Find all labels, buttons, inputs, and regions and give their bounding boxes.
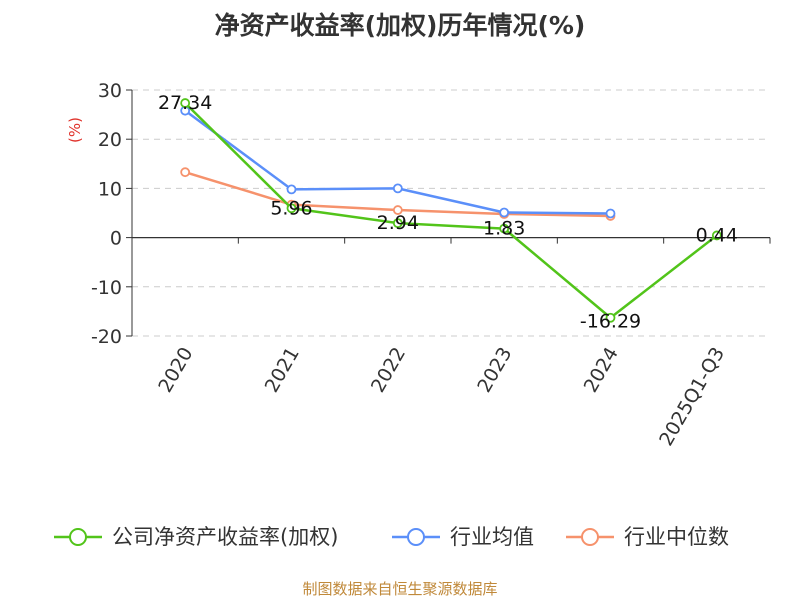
data-point — [711, 230, 722, 241]
series-line — [184, 109, 611, 215]
y-tick-label: 10 — [98, 178, 122, 200]
y-tick-label: 30 — [98, 80, 122, 102]
data-point — [392, 218, 403, 229]
series-lines — [180, 98, 722, 323]
data-label: 1.83 — [483, 218, 525, 240]
legend-marker — [69, 528, 87, 546]
data-point — [605, 208, 616, 219]
data-point — [499, 207, 510, 218]
y-tick-label: 20 — [98, 129, 122, 151]
y-tick-label: -10 — [91, 277, 122, 299]
data-label: 5.96 — [270, 197, 312, 219]
data-point — [605, 312, 616, 323]
data-label: -16.29 — [580, 311, 641, 333]
legend-label: 公司净资产收益率(加权) — [112, 525, 338, 549]
data-point — [392, 183, 403, 194]
data-labels: 27.34 5.96 2.94 1.83 -16.29 0.44 — [158, 92, 738, 333]
y-axis-unit-label: (%) — [66, 117, 84, 143]
x-tick-label: 2021 — [261, 344, 304, 397]
data-source-note: 制图数据来自恒生聚源数据库 — [302, 580, 498, 598]
legend-label: 行业均值 — [450, 525, 534, 549]
x-tick-label: 2024 — [580, 344, 623, 397]
legend-marker — [407, 528, 425, 546]
data-point — [499, 223, 510, 234]
data-label: 2.94 — [377, 212, 419, 234]
data-point — [286, 184, 297, 195]
legend-marker — [581, 528, 599, 546]
data-point — [180, 98, 191, 108]
y-tick-label: 0 — [110, 228, 122, 250]
legend-label: 行业中位数 — [624, 525, 729, 549]
y-tick-label: -20 — [91, 326, 122, 348]
data-point — [392, 205, 403, 215]
x-tick-label: 2023 — [473, 344, 516, 397]
series-line — [184, 102, 718, 319]
data-point — [180, 167, 191, 178]
data-label: 27.34 — [158, 92, 212, 114]
legend: 公司净资产收益率(加权) 行业均值 行业中位数 — [54, 525, 729, 549]
data-point — [286, 203, 297, 214]
data-label: 0.44 — [696, 224, 738, 246]
x-tick-label: 2020 — [154, 344, 197, 397]
axes: 30 20 10 0 -10 -20 2020 2021 2022 2023 2024 2025Q1-… — [91, 80, 771, 450]
x-tick-label: 2025Q1-Q3 — [655, 344, 729, 450]
gridlines — [132, 89, 770, 337]
x-tick-label: 2022 — [367, 344, 410, 397]
chart-title: 净资产收益率(加权)历年情况(%) — [214, 11, 586, 40]
